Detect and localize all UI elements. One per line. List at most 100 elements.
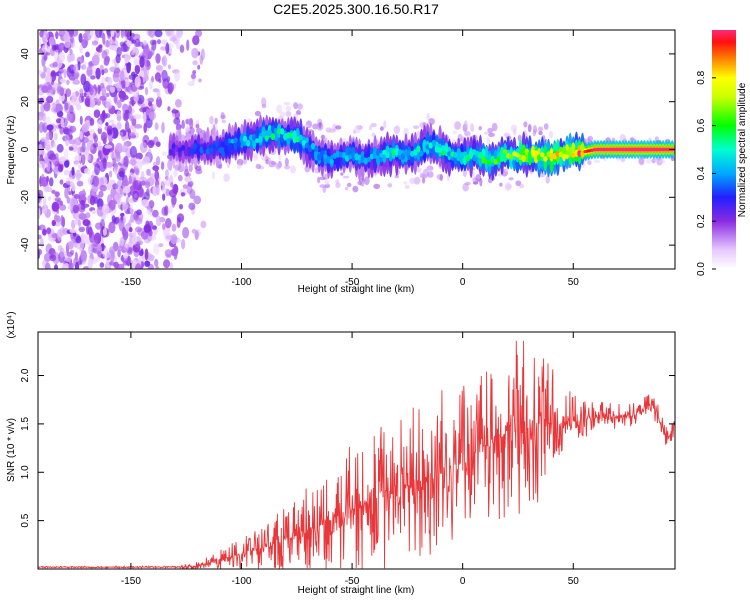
- spectrogram-ridge-cell: [310, 142, 316, 150]
- spectrogram-speckle: [543, 123, 549, 130]
- spectrogram-ridge-cell: [366, 156, 372, 163]
- spectrogram-speckle: [403, 127, 409, 137]
- spectrogram-ridge-cell: [218, 147, 223, 154]
- spectrogram-ridge-cell: [314, 146, 319, 153]
- spectrogram-noise-cell: [90, 75, 96, 80]
- spectrogram-noise-cell: [63, 31, 70, 43]
- spectrogram-noise-cell: [75, 162, 80, 167]
- spectrogram-noise-cell: [145, 181, 151, 189]
- spectrogram-noise-cell: [156, 96, 162, 108]
- snr-panel: -150 -100 -50 0 50 0.5 1.0 1.5 2.0 Height of st…: [6, 311, 676, 596]
- spectrogram-noise-cell: [116, 151, 121, 159]
- spectrogram-speckle: [452, 130, 458, 134]
- spectrogram-noise-cell: [126, 40, 132, 47]
- spectrogram-noise-cell: [124, 53, 130, 64]
- spectrogram-ridge-cell: [595, 147, 601, 152]
- spectrogram-noise-cell: [113, 92, 118, 104]
- spectrogram-noise-cell: [102, 227, 107, 236]
- spectrogram-noise-cell: [63, 68, 67, 79]
- spectrogram-noise-cell: [63, 117, 68, 128]
- spectrogram-noise-cell: [97, 150, 102, 160]
- spectrogram-noise-cell: [132, 230, 137, 239]
- spectrogram-speckle: [342, 175, 350, 179]
- spectrogram-noise-cell: [131, 71, 136, 77]
- spectrogram-noise-cell: [129, 146, 137, 158]
- spectrogram-speckle: [463, 120, 468, 128]
- spectrogram-ridge-cell: [636, 147, 641, 152]
- spectrogram-noise-cell: [75, 236, 82, 244]
- spectrogram-noise-cell: [46, 175, 49, 183]
- spectrogram-ridge-cell: [444, 146, 449, 153]
- spectrogram-noise-cell: [56, 86, 65, 95]
- spectrogram-noise-cell: [85, 51, 90, 58]
- spectrogram-ridge-cell: [459, 154, 464, 160]
- spectrogram-noise-cell: [91, 40, 99, 46]
- spectrogram-speckle: [488, 132, 495, 137]
- spectrogram-noise-cell: [59, 204, 67, 211]
- spectrogram-noise-cell: [191, 47, 199, 59]
- spectrogram-noise-cell: [104, 144, 113, 149]
- spectrogram-noise-cell: [190, 73, 197, 80]
- spectrogram-noise-cell: [102, 32, 106, 45]
- spectrogram-noise-cell: [200, 48, 205, 61]
- spectrogram-noise-cell: [184, 176, 192, 183]
- colorbar-tick-label: 0.0: [696, 262, 707, 276]
- spectrogram-noise-cell: [175, 99, 182, 108]
- spectrogram-noise-cell: [89, 226, 93, 239]
- spectrogram-noise-cell: [93, 256, 101, 262]
- spectrogram-noise-cell: [63, 169, 70, 176]
- spectrogram-speckle: [404, 184, 410, 190]
- spectrogram-noise-cell: [153, 243, 160, 255]
- spectrogram-noise-cell: [38, 207, 41, 220]
- spectrogram-ridge-cell: [280, 128, 285, 135]
- spectrogram-noise-cell: [59, 78, 66, 84]
- spectrogram-noise-cell: [173, 184, 179, 195]
- spectrogram-ridge-cell: [493, 159, 498, 165]
- spectrogram-ridge-cell: [453, 152, 458, 158]
- spectrogram-noise-cell: [68, 146, 74, 151]
- spectrogram-noise-cell: [152, 165, 160, 171]
- snr-x-tick-label: 0: [460, 576, 466, 587]
- spectrogram-ridge-cell: [286, 132, 291, 139]
- spectrogram-noise-cell: [99, 95, 107, 101]
- spectrogram-noise-cell: [119, 41, 126, 47]
- spectrogram-noise-cell: [71, 30, 79, 37]
- spectrogram-noise-cell: [192, 35, 200, 46]
- spectrogram-speckle: [312, 123, 319, 130]
- spectrogram-noise-cell: [89, 195, 96, 206]
- spectrogram-noise-cell: [136, 209, 142, 216]
- spectrogram-noise-cell: [171, 223, 177, 232]
- snr-y-tick-label: 1.0: [20, 465, 31, 479]
- spectrogram-noise-cell: [68, 262, 74, 269]
- spectrogram-speckle: [464, 181, 471, 186]
- spectrogram-speckle: [173, 169, 178, 178]
- spectrogram-speckle: [211, 171, 216, 180]
- spectrogram-ridge-cell: [317, 153, 322, 161]
- spectrogram-speckle: [186, 118, 193, 125]
- spectrogram-noise-cell: [87, 177, 93, 185]
- spectrogram-y-label: Frequency (Hz): [6, 116, 17, 185]
- spectrogram-ridge-cell: [651, 147, 656, 152]
- spectrogram-ridge-cell: [180, 145, 186, 151]
- spectrogram-noise-cell: [167, 106, 171, 112]
- spectrogram-noise-cell: [144, 87, 149, 96]
- spectrogram-speckle: [439, 174, 443, 182]
- spectrogram-noise-cell: [73, 242, 78, 248]
- spectrogram-ridge-cell: [549, 153, 554, 160]
- spectrogram-noise-cell: [180, 192, 186, 197]
- spectrogram-noise-cell: [116, 47, 122, 57]
- spectrogram-noise-cell: [121, 201, 128, 212]
- spectrogram-ridge-cell: [224, 139, 229, 146]
- spectrogram-noise-cell: [38, 224, 46, 231]
- spectrogram-noise-cell: [167, 82, 175, 93]
- spectrogram-noise-cell: [139, 56, 145, 68]
- spectrogram-ridge-cell: [521, 155, 526, 163]
- spectrogram-noise-cell: [134, 124, 143, 129]
- spectrogram-speckle: [486, 137, 491, 145]
- spectrogram-speckle: [194, 165, 202, 171]
- spectrogram-noise-cell: [178, 204, 184, 210]
- spectrogram-speckle: [387, 183, 393, 188]
- spectrogram-ridge-cell: [441, 150, 446, 156]
- spectrogram-ridge-cell: [431, 139, 437, 147]
- spectrogram-noise-cell: [135, 217, 143, 225]
